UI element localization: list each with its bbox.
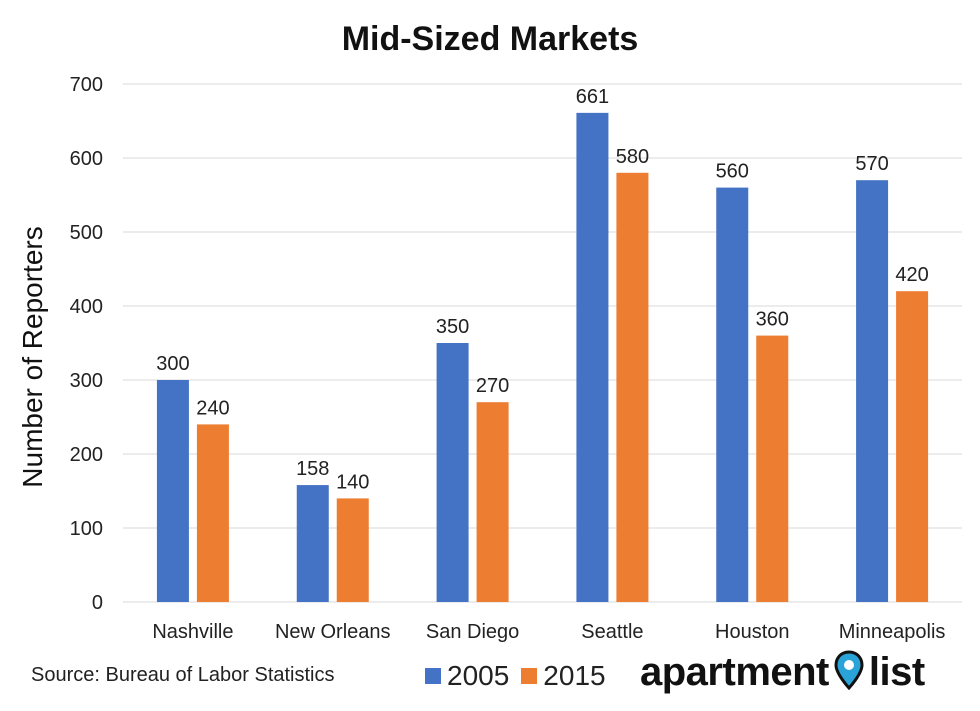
- y-tick-label: 600: [70, 148, 103, 170]
- y-tick-label: 100: [70, 518, 103, 540]
- bar-2015: [756, 335, 789, 602]
- data-label-2005: 661: [576, 86, 609, 108]
- source-note: Source: Bureau of Labor Statistics: [31, 664, 335, 686]
- x-category-label: Seattle: [581, 621, 643, 643]
- data-label-2005: 350: [436, 316, 469, 338]
- y-tick-label: 500: [70, 222, 103, 244]
- bar-2005: [576, 112, 609, 603]
- legend-label-2015: 2015: [543, 660, 606, 691]
- y-tick-label: 0: [92, 592, 103, 614]
- brand-word-left: apartment: [640, 650, 829, 694]
- chart-title: Mid-Sized Markets: [342, 20, 639, 58]
- legend: 2005 2015: [425, 660, 618, 692]
- x-category-label: Minneapolis: [839, 621, 946, 643]
- bar-2015: [616, 172, 649, 603]
- bars: [156, 112, 929, 603]
- legend-entry-2015: 2015: [521, 660, 606, 692]
- y-tick-label: 400: [70, 296, 103, 318]
- bar-2005: [296, 485, 329, 602]
- legend-entry-2005: 2005: [425, 660, 509, 692]
- x-axis-categories: Nashville New Orleans San Diego Seattle Hous…: [152, 621, 945, 643]
- data-label-2005: 560: [716, 161, 749, 183]
- x-category-label: New Orleans: [275, 621, 391, 643]
- legend-swatch-2015: [521, 668, 538, 684]
- bar-2005: [156, 380, 189, 602]
- x-category-label: Houston: [715, 621, 790, 643]
- data-label-2005: 158: [296, 458, 329, 480]
- x-category-label: Nashville: [152, 621, 233, 643]
- x-category-label: San Diego: [426, 621, 519, 643]
- location-pin-icon: [833, 650, 865, 695]
- brand-word-right: list: [868, 650, 925, 694]
- bar-2005: [856, 180, 889, 602]
- gridlines: [123, 83, 962, 603]
- data-label-2005: 570: [855, 153, 888, 175]
- data-label-2015: 360: [756, 309, 789, 331]
- data-label-2015: 420: [895, 264, 928, 286]
- bar-2015: [476, 402, 509, 602]
- y-axis-ticks: 0 100 200 300 400 500 600 700: [70, 74, 103, 614]
- data-label-2015: 270: [476, 375, 509, 397]
- y-tick-label: 300: [70, 370, 103, 392]
- data-label-2015: 240: [196, 397, 229, 419]
- legend-swatch-2005: [425, 668, 441, 684]
- bar-2015: [896, 291, 929, 602]
- brand-logo: apartment list: [640, 650, 925, 695]
- legend-label-2005: 2005: [447, 660, 510, 691]
- bar-2015: [196, 424, 229, 602]
- data-label-2015: 140: [336, 471, 369, 493]
- data-label-2015: 580: [616, 146, 649, 168]
- y-tick-label: 200: [70, 444, 103, 466]
- data-label-2005: 300: [156, 353, 189, 375]
- bar-2015: [336, 498, 369, 602]
- bar-2005: [716, 187, 749, 602]
- y-axis-label: Number of Reporters: [17, 226, 48, 487]
- y-tick-label: 700: [70, 74, 103, 96]
- data-labels: 300 240 158 140 350 270 661 580 560 360 570 420: [156, 86, 929, 494]
- bar-2005: [436, 343, 469, 602]
